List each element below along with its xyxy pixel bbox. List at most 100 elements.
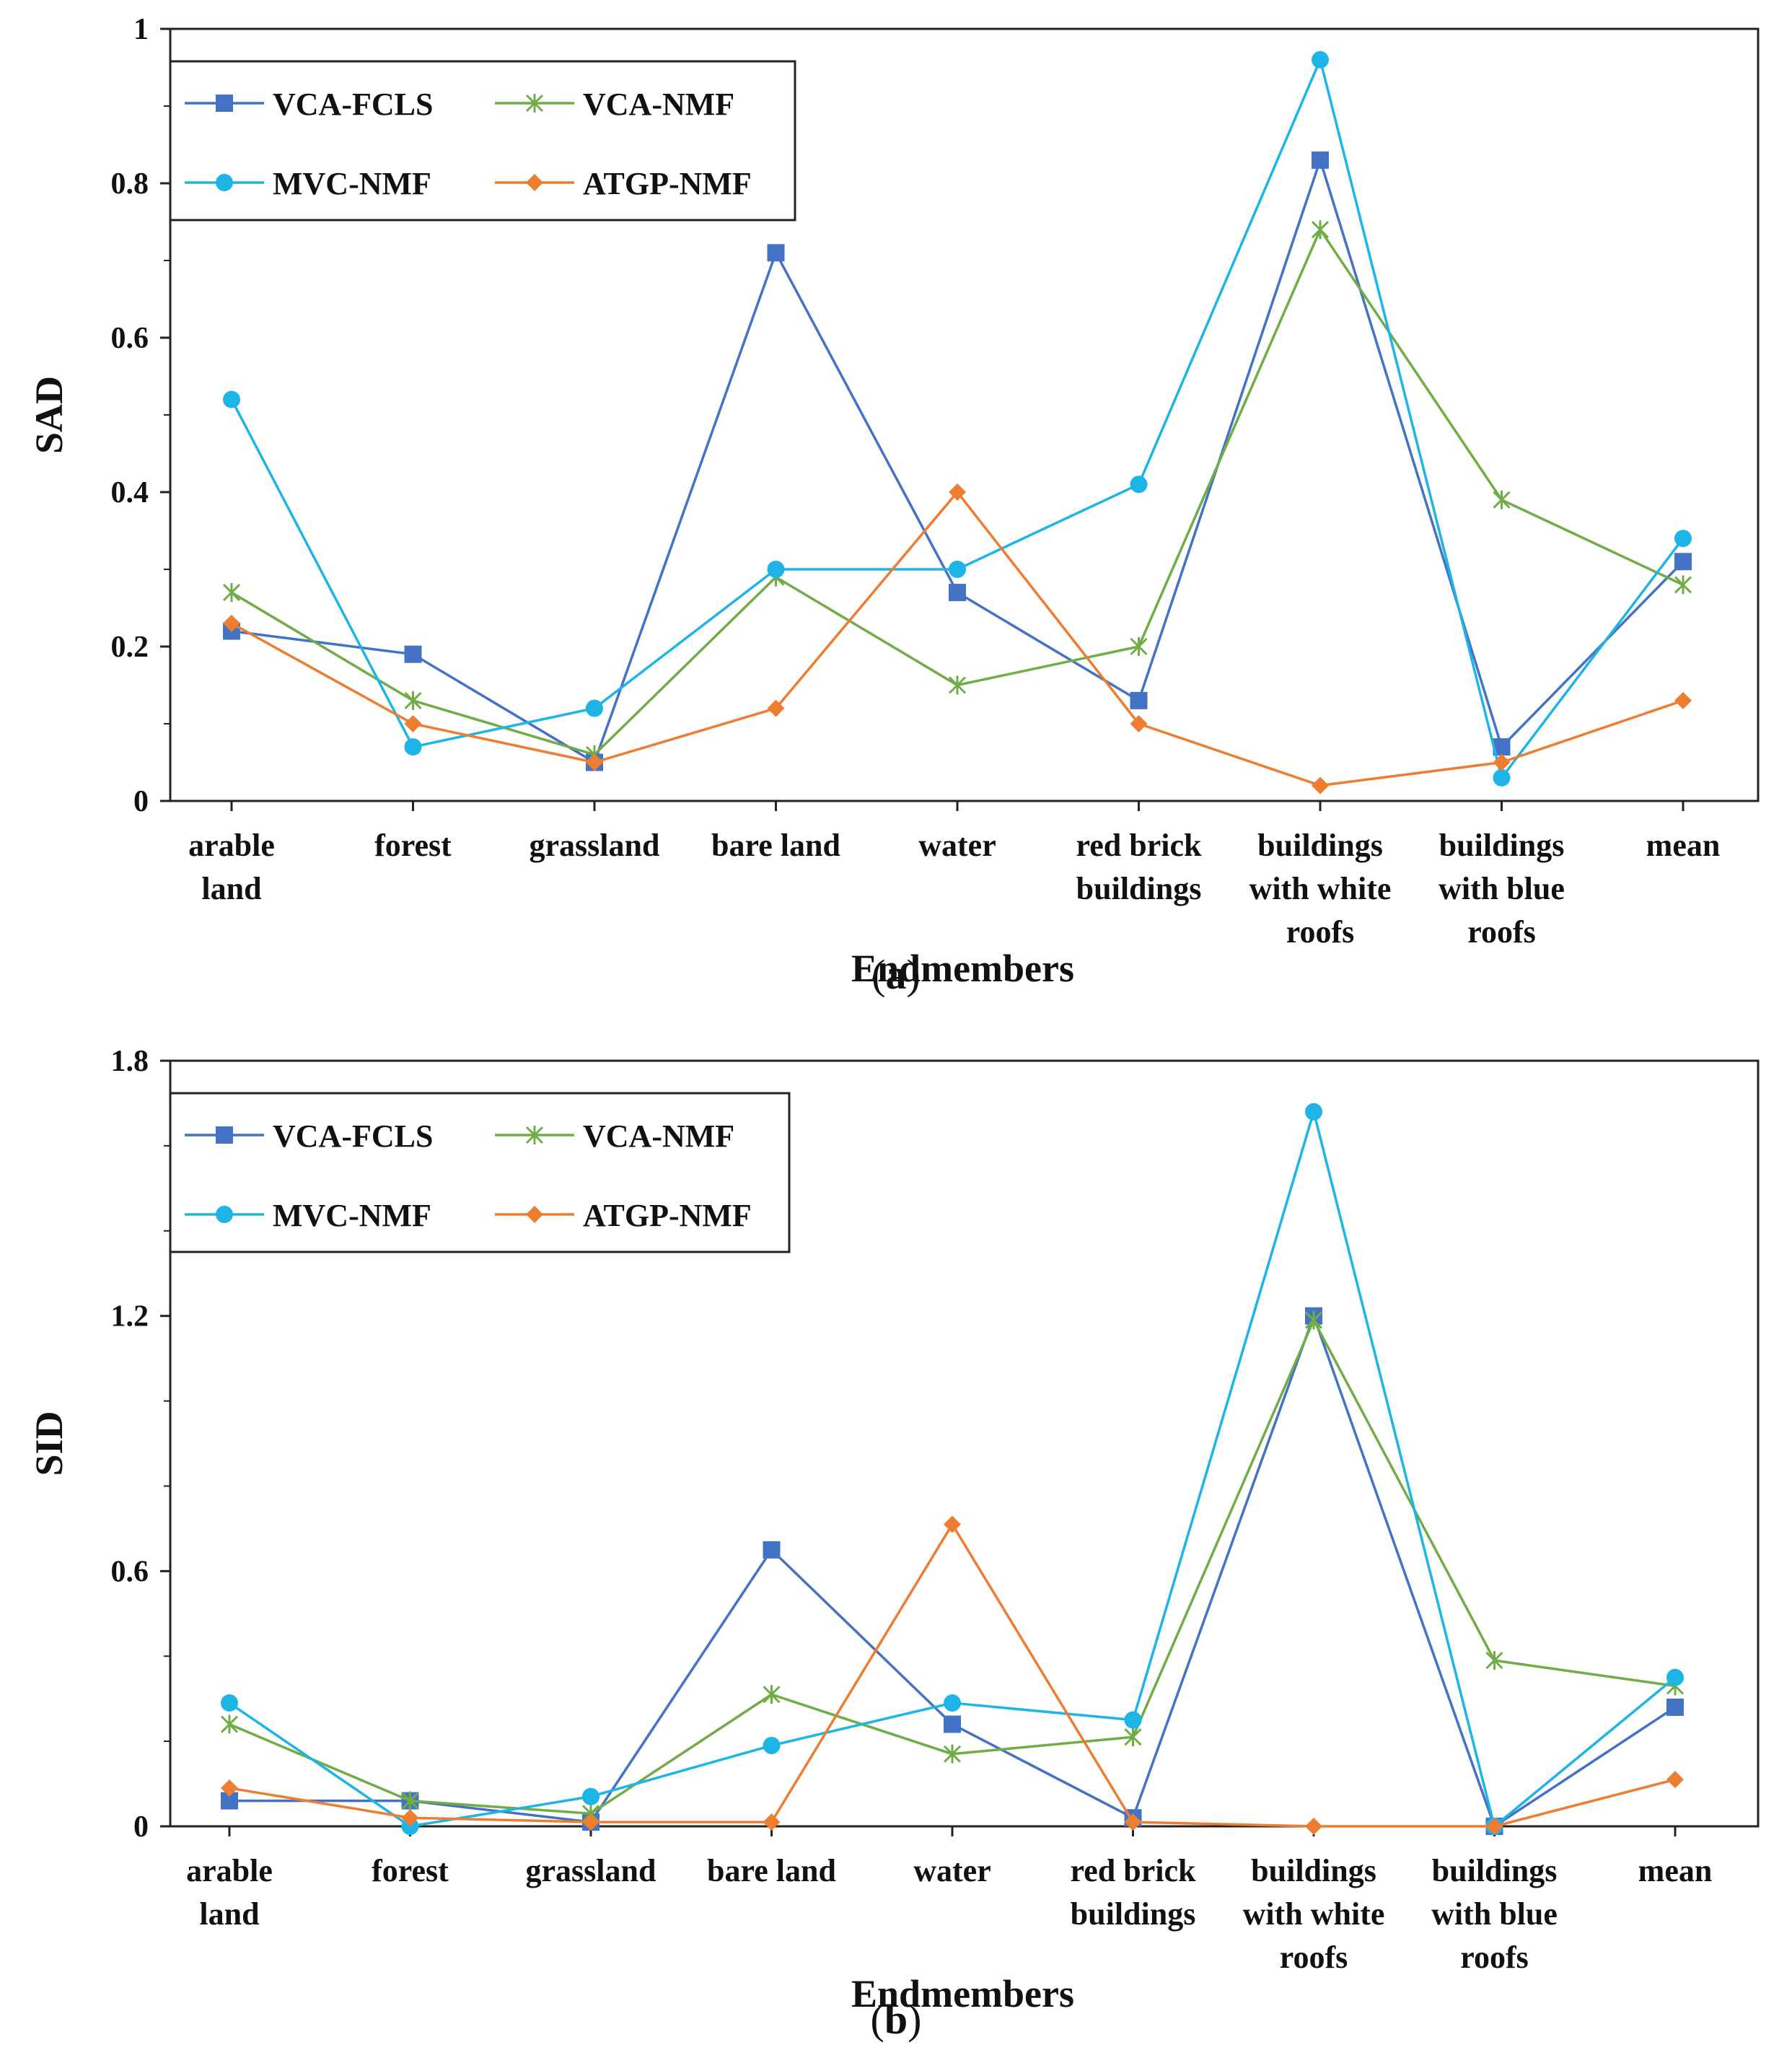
y-axis-title: SAD xyxy=(27,376,71,454)
x-tick-label: land xyxy=(199,1896,259,1932)
x-tick-label: bare land xyxy=(707,1853,836,1888)
data-point xyxy=(1674,575,1692,595)
x-tick-label: bare land xyxy=(711,828,840,863)
data-point xyxy=(1493,768,1511,787)
caption-open-paren: ( xyxy=(871,951,885,998)
series-line xyxy=(229,1523,1676,1828)
data-point xyxy=(949,483,966,501)
x-tick-label: water xyxy=(913,1853,991,1888)
y-tick-label: 1.2 xyxy=(111,1300,149,1333)
legend-item-mvc-nmf: MVC-NMF xyxy=(185,166,431,201)
chart-panel-b: 0 0.6 1.2 1.8 arable land forest grassland bare … xyxy=(27,1045,1760,2043)
data-point xyxy=(1124,1813,1142,1831)
x-tick-label: forest xyxy=(374,828,452,863)
y-tick-label: 0 xyxy=(133,785,149,818)
x-tick-label: with blue xyxy=(1431,1896,1558,1932)
x-tick-label: with blue xyxy=(1439,871,1565,906)
x-tick-label: roofs xyxy=(1286,914,1355,950)
data-point xyxy=(949,561,966,578)
x-tick-label: grassland xyxy=(530,828,660,863)
legend-swatch-marker xyxy=(216,95,233,112)
data-point xyxy=(767,244,785,262)
legend-item-atgp-nmf: ATGP-NMF xyxy=(495,1198,752,1233)
data-point xyxy=(943,1744,962,1764)
data-point xyxy=(404,691,422,710)
data-point xyxy=(1312,151,1329,169)
series-mvc-nmf xyxy=(221,1103,1684,1835)
data-point xyxy=(1485,1651,1503,1670)
x-tick-label: arable xyxy=(186,1853,273,1888)
x-tick-label: forest xyxy=(372,1853,449,1888)
data-point xyxy=(1124,1711,1142,1729)
data-point xyxy=(944,1515,961,1533)
legend-label: ATGP-NMF xyxy=(583,1198,752,1233)
data-point xyxy=(223,390,240,408)
data-point xyxy=(1130,715,1148,732)
caption-open-paren: ( xyxy=(871,1996,884,2043)
data-point xyxy=(582,1813,599,1831)
legend-swatch-marker xyxy=(526,174,543,191)
y-tick-label: 0.2 xyxy=(111,631,149,664)
x-tick-label: buildings xyxy=(1071,1896,1196,1932)
data-point xyxy=(586,753,603,771)
legend-label: MVC-NMF xyxy=(273,1198,431,1233)
legend: VCA-FCLS VCA-NMF MVC-NMF ATGP-NMF xyxy=(169,60,796,222)
series-line xyxy=(231,159,1685,764)
data-point xyxy=(1485,1818,1503,1835)
data-point xyxy=(1674,530,1692,548)
legend-swatch-marker xyxy=(216,1206,233,1223)
data-point xyxy=(1311,220,1330,240)
legend-label: VCA-FCLS xyxy=(273,1118,433,1154)
x-axis-title: Endmembers xyxy=(851,1972,1074,2015)
data-point xyxy=(582,1787,599,1805)
data-point xyxy=(1666,1668,1684,1686)
x-tick-label: buildings xyxy=(1432,1853,1558,1888)
data-point xyxy=(223,614,240,632)
legend-label: VCA-NMF xyxy=(583,87,734,122)
y-tick-label: 0 xyxy=(133,1810,149,1844)
x-tick-label: buildings xyxy=(1251,1853,1376,1888)
legend-swatch-marker xyxy=(526,1206,543,1223)
caption-letter: b xyxy=(884,1996,908,2043)
legend: VCA-FCLS VCA-NMF MVC-NMF ATGP-NMF xyxy=(169,1092,791,1253)
x-tick-label: roofs xyxy=(1467,914,1536,950)
legend-label: VCA-NMF xyxy=(583,1118,734,1154)
legend-swatch-marker xyxy=(525,1126,544,1144)
data-point xyxy=(1493,753,1511,771)
data-point xyxy=(220,1714,239,1734)
data-point xyxy=(586,699,603,717)
x-tick-label: roofs xyxy=(1280,1940,1348,1975)
legend-swatch-marker xyxy=(216,174,233,191)
panel-caption: (a) xyxy=(871,951,921,998)
y-tick-label: 0.6 xyxy=(111,322,149,355)
x-tick-label: land xyxy=(201,871,261,906)
x-tick-label: grassland xyxy=(526,1853,656,1888)
x-tick-label: roofs xyxy=(1460,1940,1529,1975)
series-line xyxy=(229,1318,1676,1815)
data-point xyxy=(1666,1771,1684,1789)
x-tick-label: mean xyxy=(1646,828,1721,863)
y-tick-label: 0.4 xyxy=(111,476,149,509)
data-point xyxy=(1666,1698,1684,1716)
data-point xyxy=(1674,553,1692,571)
caption-letter: a xyxy=(886,951,907,998)
series-vca-fcls xyxy=(223,151,1692,771)
series-mvc-nmf xyxy=(223,51,1692,787)
x-tick-label: red brick xyxy=(1071,1853,1196,1888)
data-point xyxy=(1312,51,1329,69)
data-point xyxy=(1124,1727,1142,1747)
data-point xyxy=(1305,1103,1322,1121)
y-axis-title: SID xyxy=(27,1411,71,1476)
legend-label: ATGP-NMF xyxy=(583,166,752,201)
data-point xyxy=(401,1809,419,1827)
x-tick-label: with white xyxy=(1249,871,1392,906)
data-point xyxy=(1304,1310,1323,1330)
data-point xyxy=(767,561,785,578)
x-tick-label: water xyxy=(918,828,996,863)
legend-item-mvc-nmf: MVC-NMF xyxy=(185,1198,431,1233)
x-tick-label: mean xyxy=(1638,1853,1713,1888)
legend-swatch-marker xyxy=(216,1126,233,1144)
y-tick-label: 1.8 xyxy=(111,1045,149,1078)
series-vca-nmf xyxy=(220,1310,1685,1823)
